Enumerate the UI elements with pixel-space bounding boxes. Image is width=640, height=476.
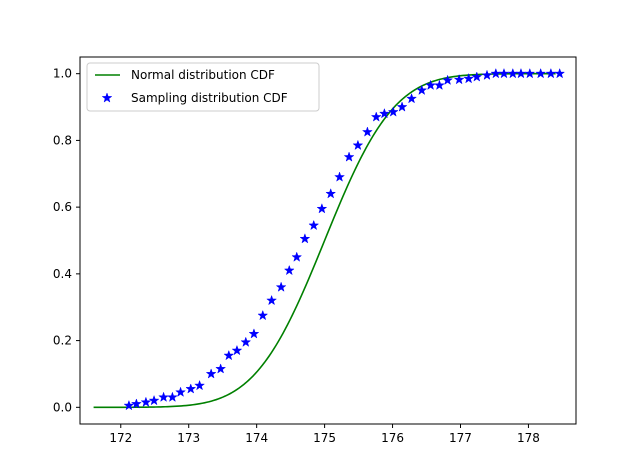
legend: Normal distribution CDF Sampling distrib… bbox=[86, 62, 320, 112]
normal-cdf-line bbox=[93, 72, 556, 409]
sampling-cdf-point bbox=[325, 188, 337, 199]
sampling-cdf-point bbox=[275, 281, 287, 292]
y-tick-label: 0.4 bbox=[53, 267, 72, 281]
sampling-cdf-point bbox=[266, 294, 278, 306]
x-tick-label: 174 bbox=[245, 431, 268, 445]
x-tick-label: 178 bbox=[517, 431, 540, 445]
sampling-cdf-point bbox=[387, 106, 399, 117]
sampling-cdf-point bbox=[140, 396, 152, 407]
sampling-cdf-point bbox=[463, 72, 475, 84]
sampling-cdf-point bbox=[515, 67, 527, 79]
sampling-cdf-point bbox=[416, 84, 428, 96]
sampling-cdf-point bbox=[442, 74, 454, 86]
sampling-cdf-point bbox=[471, 71, 483, 82]
x-tick-label: 172 bbox=[109, 431, 132, 445]
x-tick-label: 177 bbox=[449, 431, 472, 445]
sampling-cdf-point bbox=[343, 151, 355, 162]
sampling-cdf-point bbox=[215, 363, 227, 374]
x-axis-ticks: 172 173 174 175 176 177 178 bbox=[109, 424, 540, 445]
sampling-cdf-point bbox=[257, 309, 269, 321]
sampling-cdf-point bbox=[291, 251, 303, 262]
sampling-cdf-point bbox=[453, 73, 465, 85]
sampling-cdf-point bbox=[308, 219, 320, 231]
sampling-cdf-point bbox=[361, 126, 373, 137]
sampling-cdf-point bbox=[433, 79, 445, 91]
sampling-cdf-point bbox=[231, 344, 243, 356]
sampling-cdf-point bbox=[316, 203, 328, 214]
sampling-cdf-point bbox=[378, 107, 390, 119]
sampling-cdf-point bbox=[396, 101, 408, 112]
legend-label-normal-cdf: Normal distribution CDF bbox=[131, 68, 275, 82]
sampling-cdf-point bbox=[185, 383, 197, 394]
sampling-cdf-point bbox=[425, 79, 437, 91]
sampling-cdf-point bbox=[123, 399, 135, 411]
sampling-cdf-point bbox=[535, 67, 547, 79]
sampling-cdf-point bbox=[240, 336, 252, 347]
sampling-cdf-point bbox=[545, 67, 557, 79]
x-tick-label: 176 bbox=[381, 431, 404, 445]
legend-box bbox=[86, 62, 320, 112]
sampling-cdf-point bbox=[130, 398, 142, 409]
sampling-cdf-point bbox=[481, 69, 493, 81]
x-tick-label: 175 bbox=[313, 431, 336, 445]
series-layer bbox=[93, 67, 566, 411]
legend-star-swatch bbox=[101, 92, 113, 103]
axes-layer bbox=[79, 56, 577, 425]
sampling-cdf-point bbox=[334, 171, 346, 182]
y-tick-label: 1.0 bbox=[53, 67, 72, 81]
sampling-cdf-point bbox=[498, 67, 510, 79]
y-tick-label: 0.6 bbox=[53, 200, 72, 214]
sampling-cdf-point bbox=[524, 67, 536, 79]
y-tick-label: 0.8 bbox=[53, 133, 72, 147]
sampling-cdf-point bbox=[406, 92, 418, 104]
sampling-cdf-point bbox=[158, 391, 170, 402]
sampling-cdf-point bbox=[148, 394, 160, 406]
sampling-cdf-point bbox=[248, 328, 260, 339]
axes-frame bbox=[79, 56, 577, 425]
sampling-cdf-point bbox=[166, 391, 178, 402]
y-tick-label: 0.0 bbox=[53, 400, 72, 414]
x-tick-label: 173 bbox=[177, 431, 200, 445]
sampling-cdf-point bbox=[554, 67, 566, 79]
sampling-cdf-point bbox=[223, 349, 235, 361]
sampling-cdf-point bbox=[194, 379, 206, 391]
sampling-cdf-point bbox=[175, 386, 187, 397]
legend-label-sampling-cdf: Sampling distribution CDF bbox=[131, 91, 288, 105]
y-tick-label: 0.2 bbox=[53, 334, 72, 348]
sampling-cdf-point bbox=[352, 139, 364, 151]
sampling-cdf-point bbox=[370, 111, 382, 122]
y-axis-ticks: 0.0 0.2 0.4 0.6 0.8 1.0 bbox=[53, 67, 80, 414]
sampling-cdf-point bbox=[283, 264, 295, 276]
sampling-cdf-point bbox=[299, 233, 311, 244]
sampling-cdf-point bbox=[205, 368, 217, 379]
